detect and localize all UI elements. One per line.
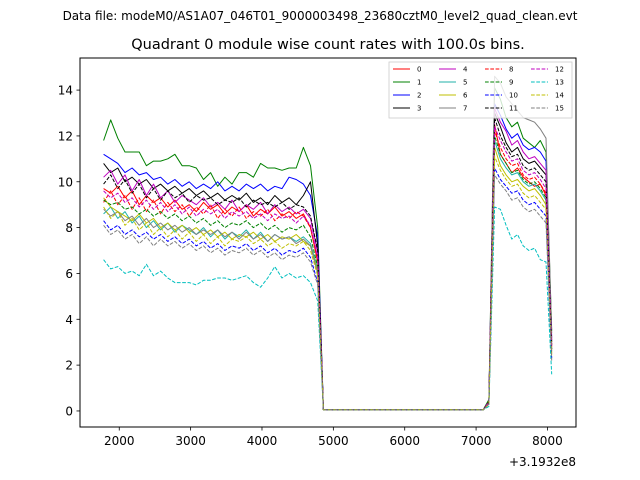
y-tick-label: 12 xyxy=(58,129,73,143)
legend-label-10: 10 xyxy=(509,92,518,100)
legend-label-8: 8 xyxy=(509,66,513,74)
series-group xyxy=(103,75,553,411)
y-tick-label: 10 xyxy=(58,175,73,189)
series-line-6 xyxy=(103,146,553,411)
series-line-13 xyxy=(103,206,553,411)
y-tick-label: 4 xyxy=(65,313,73,327)
legend-label-15: 15 xyxy=(555,105,564,113)
y-tick-label: 8 xyxy=(65,221,73,235)
legend-label-9: 9 xyxy=(509,79,513,87)
y-tick-label: 6 xyxy=(65,267,73,281)
series-line-11 xyxy=(103,117,553,411)
x-tick-label: 5000 xyxy=(318,434,349,448)
legend-label-3: 3 xyxy=(417,105,421,113)
x-tick-label: 2000 xyxy=(104,434,135,448)
y-tick-label: 2 xyxy=(65,359,73,373)
axes-frame xyxy=(79,57,577,428)
series-line-3 xyxy=(103,112,553,411)
chart-title: Quadrant 0 module wise count rates with … xyxy=(131,37,525,53)
series-line-10 xyxy=(103,167,553,411)
series-line-12 xyxy=(103,126,553,411)
x-tick-label: 6000 xyxy=(389,434,420,448)
series-line-5 xyxy=(103,140,553,411)
x-tick-label: 3000 xyxy=(175,434,206,448)
legend-label-5: 5 xyxy=(463,79,467,87)
series-line-14 xyxy=(103,156,553,411)
figure-suptitle: Data file: modeM0/AS1A07_046T01_90000034… xyxy=(63,9,578,23)
y-tick-label: 14 xyxy=(58,84,73,98)
legend-label-0: 0 xyxy=(417,66,421,74)
legend-frame xyxy=(388,61,573,119)
legend-label-4: 4 xyxy=(463,66,468,74)
series-line-15 xyxy=(103,174,553,411)
x-tick-label: 7000 xyxy=(461,434,492,448)
legend-label-1: 1 xyxy=(417,79,421,87)
legend-label-6: 6 xyxy=(463,92,468,100)
x-axis: 2000 3000 4000 5000 6000 7000 8000 xyxy=(104,427,563,448)
series-line-0 xyxy=(103,124,553,411)
series-line-8 xyxy=(103,130,553,411)
x-tick-label: 4000 xyxy=(247,434,278,448)
legend-label-13: 13 xyxy=(555,79,564,87)
series-line-9 xyxy=(103,135,553,411)
y-axis: 0 2 4 6 8 10 12 14 xyxy=(58,84,80,418)
legend-label-11: 11 xyxy=(509,105,518,113)
x-offset-label: +3.1932e8 xyxy=(509,455,576,469)
x-tick-label: 8000 xyxy=(532,434,563,448)
legend-label-7: 7 xyxy=(463,105,467,113)
legend-label-14: 14 xyxy=(555,92,564,100)
y-tick-label: 0 xyxy=(65,404,73,418)
legend-label-2: 2 xyxy=(417,92,421,100)
legend-label-12: 12 xyxy=(555,66,564,74)
